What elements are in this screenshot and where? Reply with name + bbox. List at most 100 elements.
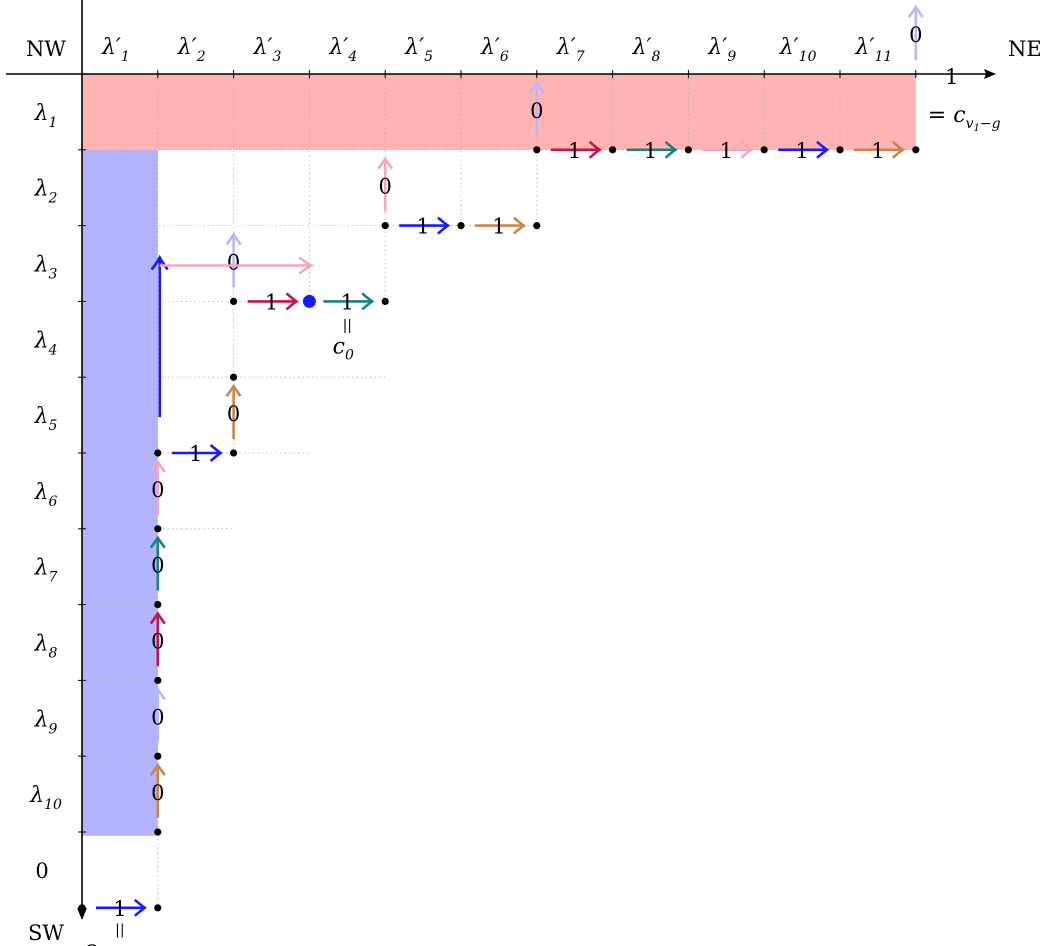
step-weight: 1 [189,442,202,466]
lattice-dot [154,449,162,457]
step-weight: 0 [151,705,164,729]
column-label: λ′7 [556,35,585,65]
shaded-regions [82,74,916,836]
step-weight: 1 [492,215,505,239]
step-weight: 1 [720,139,733,163]
horizontal-step-arrow: 1 [854,139,906,163]
step-weight: 1 [416,215,429,239]
arrow-head [740,140,754,159]
long-arrow [159,256,315,275]
arrow-head [528,80,545,94]
cneg-equals: || [115,922,124,938]
lattice-dot [912,146,920,154]
vertical-step-arrow: 0 [377,156,394,212]
row-label-zero: 0 [35,859,48,883]
lattice-dot [154,601,162,609]
column-label: λ′6 [480,35,509,65]
arrow-head [891,140,906,159]
arrow-head [149,459,166,473]
lattice-dot [230,297,238,305]
vertical-step-arrow: 0 [225,383,242,439]
arrow-head [149,611,166,625]
vertical-step-arrow: 0 [149,535,166,591]
vertical-step-arrow: 0 [528,80,545,136]
row-label: λ10 [29,783,62,813]
corner-ne: NE [1008,37,1042,61]
lattice-dot [154,676,162,685]
arrow-head [437,216,451,235]
arrow-head [133,898,148,917]
blue-region [82,149,158,836]
corner-nw: NW [26,37,66,61]
step-weight: 1 [113,897,126,921]
top-axis-arrowhead [984,69,996,79]
step-weight: 0 [151,478,164,502]
step-weight: 0 [151,630,164,654]
horizontal-step-arrow: 1 [323,290,375,314]
step-weight: 0 [530,99,543,123]
step-weight: 0 [151,781,164,805]
row-label: λ8 [34,632,58,662]
step-weight: 0 [909,23,922,47]
row-label: λ6 [34,480,58,510]
arrow-head [209,444,223,462]
row-label: λ1 [34,101,58,131]
horizontal-step-arrow: 1 [171,442,223,466]
arrow-head [588,140,602,159]
step-weight: 1 [341,290,354,314]
vertical-step-arrow: 0 [225,232,242,288]
step-weight: 1 [871,139,884,163]
column-label: λ′11 [855,35,893,65]
arrow-head [377,156,394,170]
axis-labels: NW NE SW 1 λ′1 λ′2 λ′3 λ′4 λ′5 λ′6 λ′7 λ′8 λ′9 λ′… [26,35,1042,945]
horizontal-step-arrow: 1 [475,215,527,239]
vertical-step-arrow: 0 [907,4,924,60]
center-dot [302,294,316,308]
arrow-head [512,216,527,235]
lattice-dot [78,904,86,912]
column-label: λ′3 [253,35,282,65]
vertical-step-arrow: 0 [149,687,166,743]
step-weight: 1 [795,139,808,163]
arrow-head [816,140,830,159]
row-label: λ7 [34,556,58,586]
column-label: λ′1 [101,35,130,65]
lattice-dot [230,373,238,381]
vertical-step-arrow: 0 [149,762,166,818]
dotted-grid [82,74,916,908]
c0-equals: || [343,317,352,333]
step-weight: 1 [265,290,278,314]
column-label: λ′2 [177,35,206,65]
long-arrows [150,254,315,418]
c0-label: c0 [333,334,354,363]
cneg-label: c−v1+g [84,937,143,946]
lattice-dot [154,904,162,912]
lattice-dot [684,146,693,154]
arrow-head [149,687,166,701]
left-axis-arrowhead [77,908,87,920]
lattice-dot [533,222,541,230]
arrow-head [664,140,678,159]
axes [6,0,996,920]
long-arrow-head [298,256,315,275]
step-weight: 0 [379,175,392,199]
lattice-dot [381,222,389,230]
horizontal-step-arrow: 1 [399,215,451,239]
horizontal-step-arrow: 1 [96,897,148,921]
corner-sw: SW [28,921,64,945]
red-region [82,74,916,150]
horizontal-step-arrow: 1 [247,290,299,314]
lattice-dot [760,146,768,154]
lattice-dot [154,752,162,760]
column-label: λ′4 [328,35,357,65]
lattice-points [78,146,920,912]
row-label: λ5 [34,404,58,434]
lattice-dot [154,525,162,533]
arrow-head [225,383,242,397]
arrow-head [907,4,924,18]
annotations: ||c0||c−v1+g= cv1−g [84,103,1001,946]
column-label: λ′8 [632,35,661,65]
row-label: λ2 [34,177,58,207]
row-label: λ9 [34,707,58,737]
